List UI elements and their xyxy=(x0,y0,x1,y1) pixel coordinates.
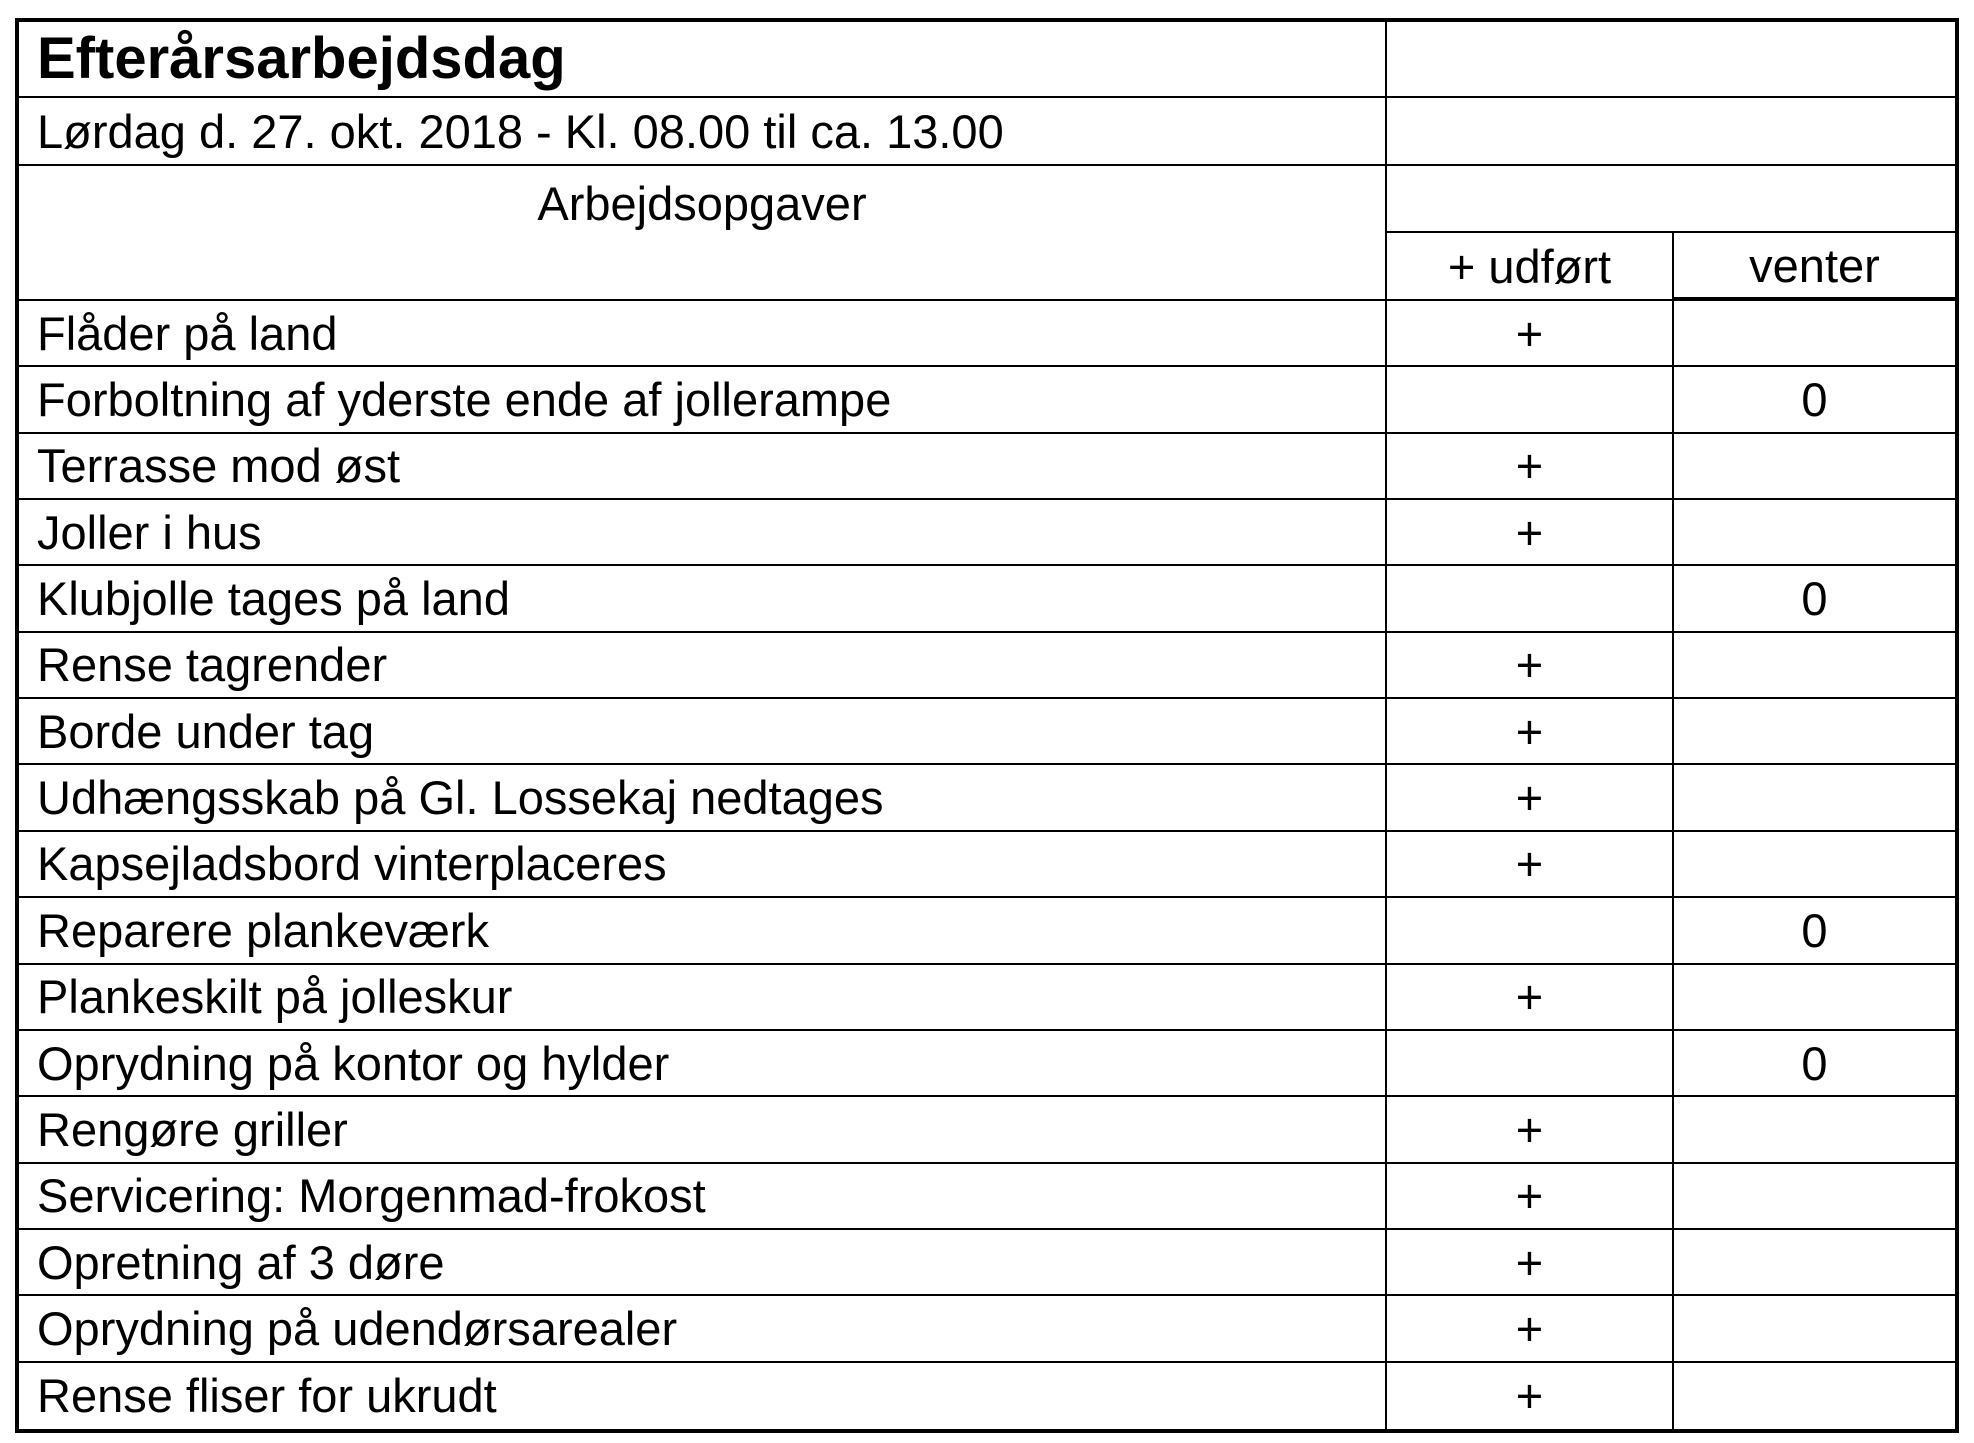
task-pending-mark xyxy=(1672,831,1955,897)
empty-cell xyxy=(1385,98,1955,164)
task-pending-mark xyxy=(1672,632,1955,698)
task-name: Flåder på land xyxy=(37,306,338,360)
header-pending: venter xyxy=(1672,233,1955,299)
task-done-mark xyxy=(1385,1030,1672,1096)
task-pending-mark xyxy=(1672,1362,1955,1429)
task-done-mark: + xyxy=(1385,500,1672,565)
header-row: Arbejdsopgaver + udført venter xyxy=(19,166,1955,301)
empty-cell xyxy=(1385,22,1955,96)
task-name: Rense fliser for ukrudt xyxy=(37,1369,497,1423)
task-name: Oprydning på kontor og hylder xyxy=(37,1036,670,1090)
table-row: Oprydning på udendørsarealer + xyxy=(19,1296,1955,1363)
task-done-mark: + xyxy=(1385,301,1672,366)
task-pending-mark xyxy=(1672,1296,1955,1361)
task-done-mark: + xyxy=(1385,1163,1672,1228)
task-done-mark xyxy=(1385,566,1672,631)
empty-cell xyxy=(1385,166,1955,233)
page-title: Efterårsarbejdsdag xyxy=(37,26,566,91)
task-pending-mark xyxy=(1672,964,1955,1029)
header-done: + udført xyxy=(1385,233,1672,299)
table-row: Servicering: Morgenmad-frokost + xyxy=(19,1163,1955,1230)
task-pending-mark xyxy=(1672,699,1955,764)
task-done-mark: + xyxy=(1385,964,1672,1029)
table-row: Oprydning på kontor og hylder 0 xyxy=(19,1030,1955,1098)
task-name: Rengøre griller xyxy=(37,1102,348,1156)
task-name: Klubjolle tages på land xyxy=(37,572,510,626)
table-row: Kapsejladsbord vinterplaceres + xyxy=(19,831,1955,899)
table-row: Opretning af 3 døre + xyxy=(19,1229,1955,1297)
task-name: Servicering: Morgenmad-frokost xyxy=(37,1169,706,1223)
date-row: Lørdag d. 27. okt. 2018 - Kl. 08.00 til … xyxy=(19,98,1955,166)
task-pending-mark xyxy=(1672,301,1955,366)
task-pending-mark: 0 xyxy=(1672,1030,1955,1096)
table-row: Forboltning af yderste ende af jolleramp… xyxy=(19,367,1955,434)
task-pending-mark xyxy=(1672,433,1955,499)
task-done-mark: + xyxy=(1385,1229,1672,1295)
task-done-mark: + xyxy=(1385,632,1672,698)
table-row: Reparere plankeværk 0 xyxy=(19,898,1955,965)
task-pending-mark xyxy=(1672,1097,1955,1162)
task-pending-mark xyxy=(1672,765,1955,830)
task-done-mark xyxy=(1385,367,1672,432)
table-row: Borde under tag + xyxy=(19,699,1955,766)
table-row: Plankeskilt på jolleskur + xyxy=(19,964,1955,1031)
table-row: Terrasse mod øst + xyxy=(19,433,1955,501)
task-done-mark: + xyxy=(1385,765,1672,830)
task-pending-mark: 0 xyxy=(1672,566,1955,631)
task-done-mark xyxy=(1385,898,1672,963)
table-row: Joller i hus + xyxy=(19,500,1955,567)
table-row: Rengøre griller + xyxy=(19,1097,1955,1164)
task-name: Kapsejladsbord vinterplaceres xyxy=(37,837,667,891)
task-done-mark: + xyxy=(1385,831,1672,897)
table-row: Rense tagrender + xyxy=(19,632,1955,700)
task-done-mark: + xyxy=(1385,433,1672,499)
task-pending-mark xyxy=(1672,500,1955,565)
task-name: Reparere plankeværk xyxy=(37,903,489,957)
table-row: Udhængsskab på Gl. Lossekaj nedtages + xyxy=(19,765,1955,832)
task-done-mark: + xyxy=(1385,1362,1672,1429)
table-row: Klubjolle tages på land 0 xyxy=(19,566,1955,633)
table-row: Rense fliser for ukrudt + xyxy=(19,1362,1955,1429)
task-name: Udhængsskab på Gl. Lossekaj nedtages xyxy=(37,771,884,825)
task-name: Plankeskilt på jolleskur xyxy=(37,970,513,1024)
task-pending-mark: 0 xyxy=(1672,367,1955,432)
table-row: Flåder på land + xyxy=(19,301,1955,368)
task-pending-mark xyxy=(1672,1229,1955,1295)
title-row: Efterårsarbejdsdag xyxy=(19,22,1955,98)
task-pending-mark xyxy=(1672,1163,1955,1228)
task-done-mark: + xyxy=(1385,1097,1672,1162)
task-name: Oprydning på udendørsarealer xyxy=(37,1301,678,1355)
task-name: Borde under tag xyxy=(37,704,375,758)
task-pending-mark: 0 xyxy=(1672,898,1955,963)
date-subtitle: Lørdag d. 27. okt. 2018 - Kl. 08.00 til … xyxy=(37,104,1004,158)
task-name: Rense tagrender xyxy=(37,638,388,692)
task-name: Joller i hus xyxy=(37,505,262,559)
task-done-mark: + xyxy=(1385,1296,1672,1361)
task-table: Efterårsarbejdsdag Lørdag d. 27. okt. 20… xyxy=(15,18,1959,1433)
task-name: Opretning af 3 døre xyxy=(37,1235,445,1289)
header-tasks: Arbejdsopgaver xyxy=(537,177,867,230)
task-name: Forboltning af yderste ende af jolleramp… xyxy=(37,373,892,427)
task-name: Terrasse mod øst xyxy=(37,439,401,493)
task-done-mark: + xyxy=(1385,699,1672,764)
